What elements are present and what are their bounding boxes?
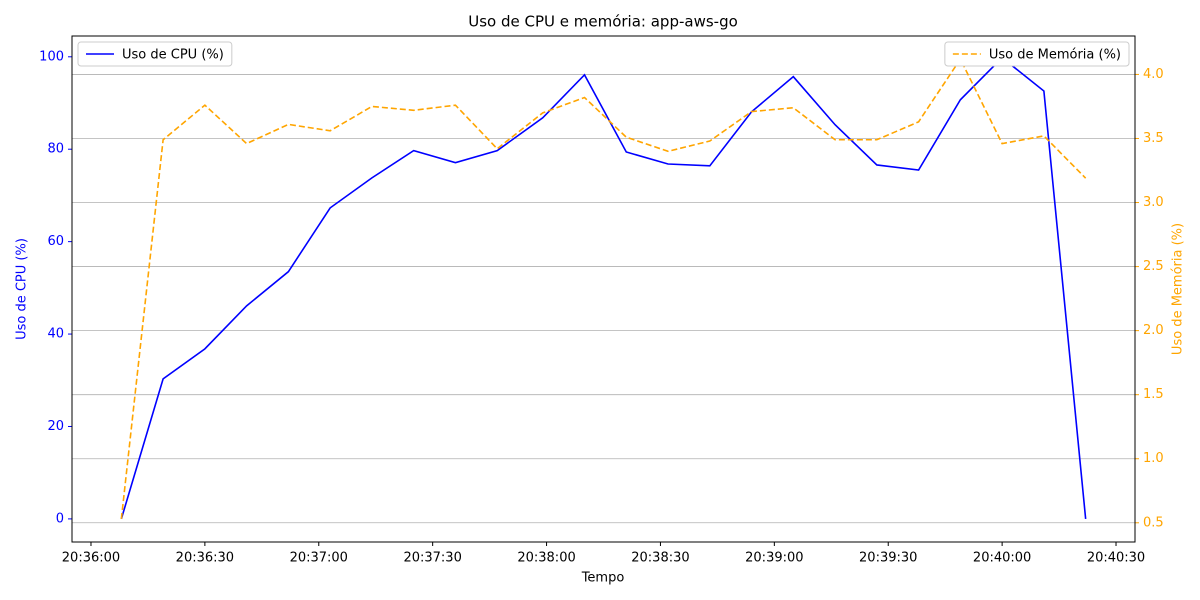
- x-tick-label: 20:40:30: [1087, 551, 1145, 566]
- y2-axis-label: Uso de Memória (%): [1171, 223, 1186, 355]
- x-tick-label: 20:37:00: [290, 551, 348, 566]
- x-tick-label: 20:38:00: [517, 551, 575, 566]
- legend-label: Uso de Memória (%): [989, 48, 1121, 63]
- legend-label: Uso de CPU (%): [122, 48, 224, 63]
- y2-tick-label: 4.0: [1143, 67, 1164, 82]
- legend-box: [944, 41, 1130, 67]
- y2-tick-label: 0.5: [1143, 515, 1164, 530]
- y2-tick-label: 1.5: [1143, 387, 1164, 402]
- y2-tick-label: 3.5: [1143, 131, 1164, 146]
- y2-tick-label: 3.0: [1143, 195, 1164, 210]
- x-axis-label: Tempo: [581, 571, 625, 586]
- x-tick-label: 20:39:30: [859, 551, 917, 566]
- chart-title: Uso de CPU e memória: app-aws-go: [468, 13, 738, 31]
- y-tick-label: 0: [56, 511, 64, 526]
- legend-box: [77, 41, 233, 67]
- y-tick-label: 20: [47, 419, 64, 434]
- x-tick-label: 20:37:30: [403, 551, 461, 566]
- y-tick-label: 40: [47, 327, 64, 342]
- series-line: [120, 56, 1087, 520]
- x-tick-label: 20:39:00: [745, 551, 803, 566]
- y-axis-label: Uso de CPU (%): [15, 238, 30, 340]
- x-tick-label: 20:36:30: [176, 551, 234, 566]
- x-tick-label: 20:38:30: [631, 551, 689, 566]
- x-tick-label: 20:36:00: [62, 551, 120, 566]
- y2-tick-label: 2.0: [1143, 323, 1164, 338]
- x-tick-label: 20:40:00: [973, 551, 1031, 566]
- y2-tick-label: 1.0: [1143, 451, 1164, 466]
- y-tick-label: 60: [47, 234, 64, 249]
- plot-frame: [71, 35, 1136, 543]
- y-tick-label: 80: [47, 142, 64, 157]
- y2-tick-label: 2.5: [1143, 259, 1164, 274]
- series-line: [120, 57, 1087, 520]
- y-tick-label: 100: [39, 49, 64, 64]
